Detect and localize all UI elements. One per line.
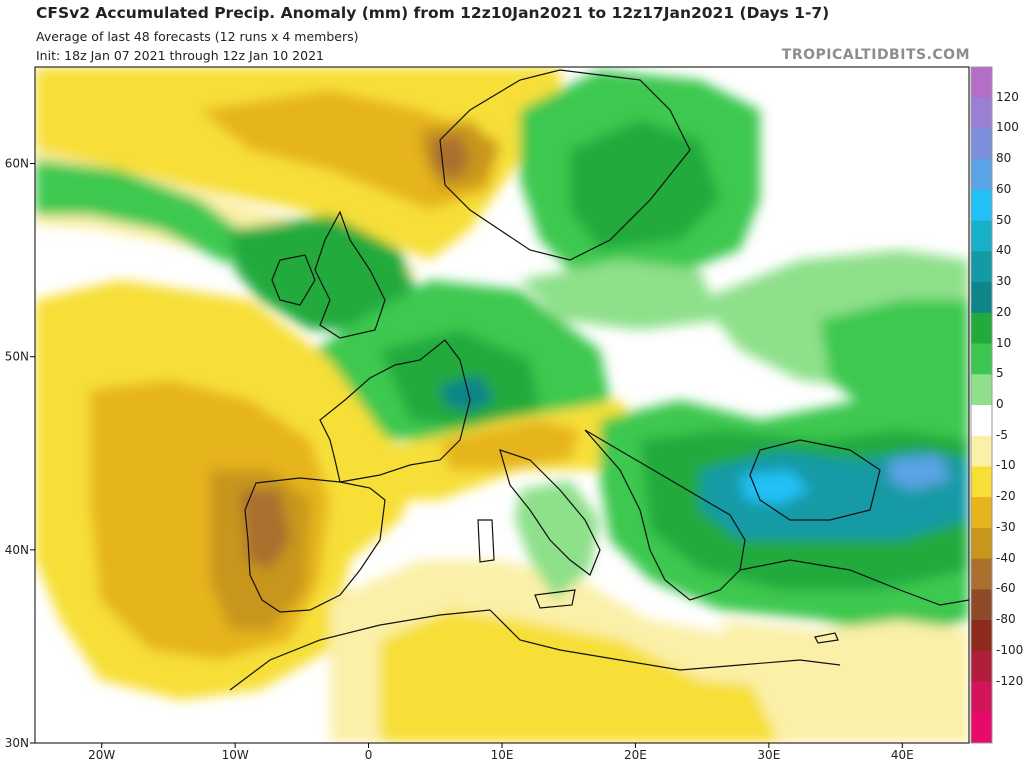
x-axis-ticks: 20W 10W 0 10E 20E 30E 40E	[88, 743, 914, 762]
brand-watermark: TROPICALTIDBITS.COM	[781, 47, 970, 63]
colorbar	[970, 66, 993, 744]
colorbar-level-label: 10	[996, 335, 1012, 350]
colorbar-level-label: -40	[996, 550, 1016, 565]
chart-subtitle-ensemble: Average of last 48 forecasts (12 runs x …	[36, 29, 359, 44]
colorbar-level-label: 20	[996, 304, 1012, 319]
colorbar-level-label: -100	[996, 642, 1024, 657]
colorbar-swatch	[971, 681, 992, 713]
coastline-ireland	[271, 254, 316, 306]
wet-area-italy	[515, 480, 600, 600]
x-tick-label: 10W	[222, 748, 249, 762]
x-tick-label: 30E	[757, 748, 780, 762]
colorbar-swatch	[971, 374, 992, 406]
colorbar-level-label: -10	[996, 458, 1016, 473]
colorbar-swatch	[971, 97, 992, 129]
colorbar-swatch	[971, 405, 992, 437]
colorbar-level-label: -120	[996, 673, 1024, 688]
coastline-great-britain	[314, 210, 386, 339]
coastline-turkey	[739, 559, 969, 606]
x-tick-label: 40E	[891, 748, 914, 762]
anomaly-field	[35, 67, 969, 743]
coastline-balkans	[584, 429, 746, 601]
colorbar-level-label: -80	[996, 612, 1016, 627]
coastline-north-africa	[229, 609, 841, 691]
x-tick-label: 20E	[624, 748, 647, 762]
colorbar-level-label: 60	[996, 181, 1012, 196]
colorbar-level-label: -30	[996, 519, 1016, 534]
colorbar-level-label: 40	[996, 243, 1012, 258]
wet-band-north-atlantic	[35, 160, 240, 265]
coastline-sardinia	[477, 519, 495, 563]
coastlines	[229, 69, 969, 691]
y-tick-label: 50N	[5, 350, 29, 364]
colorbar-swatch	[971, 67, 992, 99]
colorbar-frame	[970, 66, 993, 744]
y-tick-label: 30N	[5, 736, 29, 750]
colorbar-swatch	[971, 712, 992, 744]
chart-subtitle-init: Init: 18z Jan 07 2021 through 12z Jan 10…	[36, 48, 324, 63]
coastline-sicily	[534, 589, 576, 609]
dry-core-north-sea	[200, 90, 500, 210]
wet-core-black-sea-peak	[740, 470, 810, 505]
colorbar-level-label: -60	[996, 581, 1016, 596]
dry-core-po-valley	[440, 420, 580, 470]
wet-core-alps-inner	[440, 375, 495, 412]
wet-core-western-russia	[820, 300, 969, 420]
dry-core-norway-inner	[430, 135, 470, 180]
colorbar-swatch	[971, 650, 992, 683]
x-tick-label: 0	[365, 748, 373, 762]
dry-light-levant	[720, 620, 969, 743]
coastline-cyprus	[814, 632, 839, 644]
wet-core-baltic	[570, 120, 720, 250]
colorbar-swatch	[971, 343, 992, 375]
coastline-iberia	[244, 477, 386, 613]
colorbar-level-label: -20	[996, 489, 1016, 504]
x-tick-label: 20W	[88, 748, 115, 762]
colorbar-swatch	[971, 466, 992, 498]
colorbar-swatch	[971, 435, 992, 467]
colorbar-swatch	[971, 589, 992, 621]
colorbar-swatch	[971, 497, 992, 529]
x-tick-label: 10E	[491, 748, 514, 762]
dry-core-north-africa	[380, 610, 860, 743]
coastline-black-sea	[749, 439, 881, 521]
colorbar-swatch	[971, 527, 992, 560]
y-tick-label: 60N	[5, 157, 29, 171]
coastline-france	[319, 339, 471, 483]
colorbar-swatch	[971, 251, 992, 283]
wet-area-british-isles	[230, 215, 420, 330]
colorbar-level-label: 5	[996, 366, 1004, 381]
y-axis-ticks: 30N 40N 50N 60N	[5, 157, 35, 750]
colorbar-swatch	[971, 220, 992, 252]
y-tick-label: 40N	[5, 543, 29, 557]
colorbar-swatch	[971, 620, 992, 652]
colorbar-swatch	[971, 128, 992, 160]
colorbar-level-label: 0	[996, 397, 1004, 411]
wet-light-poland	[520, 260, 720, 330]
colorbar-swatch	[971, 312, 992, 345]
colorbar-level-label: 30	[996, 274, 1012, 289]
colorbar-swatch	[971, 558, 992, 590]
colorbar-swatch	[971, 159, 992, 191]
colorbar-level-label: 80	[996, 151, 1012, 166]
coastline-italy	[499, 449, 601, 576]
colorbar-level-label: -5	[996, 427, 1008, 442]
dry-core-portugal-inner	[240, 490, 290, 570]
wet-core-caucasus-peak	[890, 455, 950, 490]
colorbar-level-label: 120	[996, 89, 1019, 104]
coastline-scandinavia	[439, 69, 691, 261]
colorbar-swatch	[971, 282, 992, 314]
colorbar-level-label: 100	[996, 120, 1019, 135]
colorbar-swatch	[971, 189, 992, 222]
chart-title: CFSv2 Accumulated Precip. Anomaly (mm) f…	[36, 4, 830, 22]
colorbar-level-label: 50	[996, 212, 1012, 227]
